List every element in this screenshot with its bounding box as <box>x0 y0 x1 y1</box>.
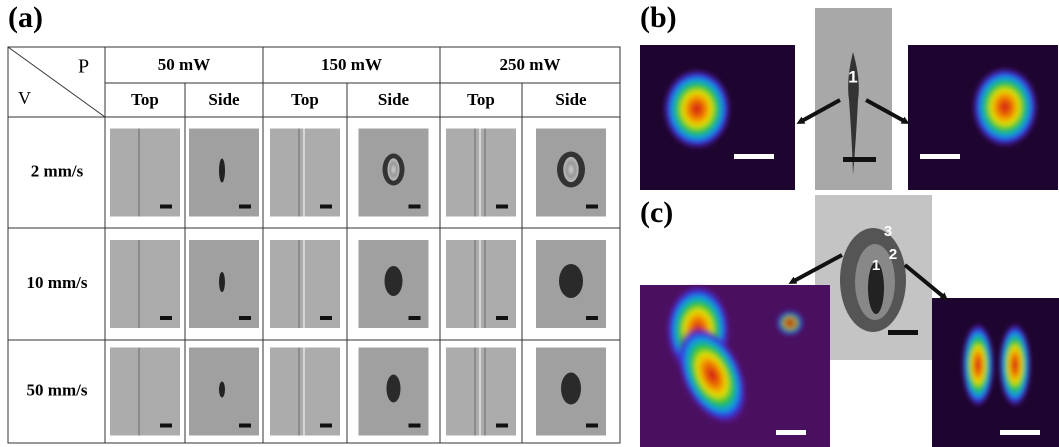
view-header: Side <box>208 90 240 109</box>
scale-bar <box>409 316 421 320</box>
scale-bar <box>239 316 251 320</box>
modification <box>219 159 225 183</box>
scale-bar <box>160 316 172 320</box>
track-line <box>479 240 481 328</box>
panel-b: 1 <box>640 8 1058 190</box>
track-line <box>474 348 476 436</box>
modification-inner <box>387 158 399 180</box>
corner-v: V <box>18 88 31 108</box>
scale-bar <box>160 424 172 428</box>
scale-bar <box>496 424 508 428</box>
scale-bar <box>776 430 806 435</box>
beam-lobe <box>999 323 1031 407</box>
power-header: 50 mW <box>158 55 210 74</box>
scale-bar <box>496 205 508 209</box>
micrograph <box>110 348 180 436</box>
view-header: Top <box>291 90 319 109</box>
panel-label: (a) <box>8 1 43 34</box>
figure: (a) (b) (c) P V 50 mWTopSide150 mWTopSid… <box>0 0 1059 447</box>
beam-spot <box>972 67 1038 147</box>
modification <box>219 272 225 292</box>
track-line <box>303 240 305 328</box>
beam-lobe <box>962 323 994 407</box>
power-header: 150 mW <box>321 55 382 74</box>
panel-label: (b) <box>640 1 677 34</box>
modification <box>385 266 403 296</box>
scale-bar <box>320 424 332 428</box>
panel-label: (c) <box>640 196 673 229</box>
scale-bar <box>1000 430 1040 435</box>
marker: 1 <box>848 67 857 86</box>
track-line <box>484 129 486 217</box>
scale-bar <box>586 205 598 209</box>
micrograph <box>110 129 180 217</box>
track-line <box>479 129 481 217</box>
scale-bar <box>734 154 774 159</box>
speed-label: 50 mm/s <box>27 380 88 399</box>
scale-bar <box>239 424 251 428</box>
view-header: Side <box>555 90 587 109</box>
scale-bar <box>888 330 918 335</box>
modification <box>387 375 401 403</box>
scale-bar <box>239 205 251 209</box>
track-line <box>298 240 300 328</box>
track-line <box>484 240 486 328</box>
track-line <box>138 240 140 328</box>
scale-bar <box>586 424 598 428</box>
micrograph <box>110 240 180 328</box>
scale-bar <box>496 316 508 320</box>
modification <box>561 373 581 405</box>
modification-inner <box>563 157 578 182</box>
track-line <box>474 240 476 328</box>
view-header: Top <box>131 90 159 109</box>
scale-bar <box>843 157 876 162</box>
corner-p: P <box>78 56 89 78</box>
track-line <box>298 348 300 436</box>
track-line <box>484 348 486 436</box>
marker: 2 <box>889 246 897 263</box>
marker: 1 <box>872 257 880 274</box>
scale-bar <box>160 205 172 209</box>
power-header: 250 mW <box>500 55 561 74</box>
track-line <box>474 129 476 217</box>
modification <box>219 382 225 398</box>
track-line <box>479 348 481 436</box>
track-line <box>138 348 140 436</box>
track-line <box>303 348 305 436</box>
view-header: Side <box>378 90 410 109</box>
panel-c: 1 2 3 <box>640 195 1059 447</box>
beam-lobe <box>776 310 804 336</box>
speed-label: 10 mm/s <box>27 273 88 292</box>
view-header: Top <box>467 90 495 109</box>
track-line <box>303 129 305 217</box>
marker: 3 <box>884 223 892 240</box>
beam-spot <box>663 69 731 149</box>
scale-bar <box>920 154 960 159</box>
beam-profile <box>932 298 1059 447</box>
track-line <box>138 129 140 217</box>
speed-label: 2 mm/s <box>31 161 84 180</box>
scale-bar <box>320 316 332 320</box>
track-line <box>298 129 300 217</box>
scale-bar <box>409 424 421 428</box>
scale-bar <box>320 205 332 209</box>
modification <box>559 264 583 298</box>
scale-bar <box>586 316 598 320</box>
scale-bar <box>409 205 421 209</box>
